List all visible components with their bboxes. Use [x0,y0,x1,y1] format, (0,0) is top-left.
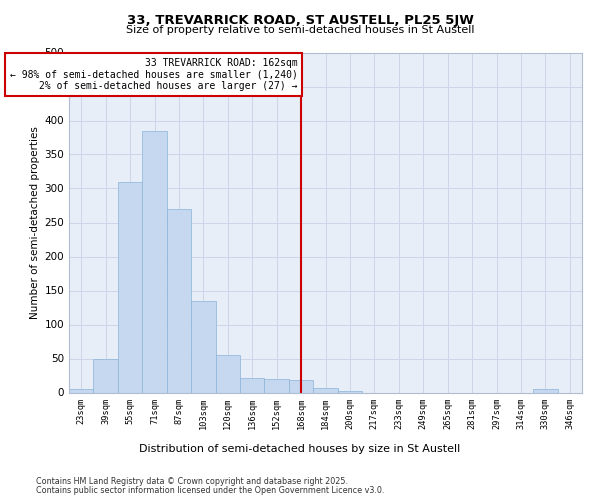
Bar [289,380,313,392]
Bar [215,355,240,393]
Bar [338,391,362,392]
Text: Contains public sector information licensed under the Open Government Licence v3: Contains public sector information licen… [36,486,385,495]
Bar [265,379,289,392]
Text: Contains HM Land Registry data © Crown copyright and database right 2025.: Contains HM Land Registry data © Crown c… [36,477,348,486]
Bar [142,130,167,392]
Y-axis label: Number of semi-detached properties: Number of semi-detached properties [30,126,40,319]
Bar [118,182,142,392]
Bar [191,300,215,392]
Bar [240,378,265,392]
Bar [533,389,557,392]
Bar [167,209,191,392]
Text: Size of property relative to semi-detached houses in St Austell: Size of property relative to semi-detach… [126,25,474,35]
Text: 33, TREVARRICK ROAD, ST AUSTELL, PL25 5JW: 33, TREVARRICK ROAD, ST AUSTELL, PL25 5J… [127,14,473,27]
Bar [94,358,118,392]
Text: Distribution of semi-detached houses by size in St Austell: Distribution of semi-detached houses by … [139,444,461,454]
Bar [313,388,338,392]
Bar [69,389,94,392]
Text: 33 TREVARRICK ROAD: 162sqm
← 98% of semi-detached houses are smaller (1,240)
2% : 33 TREVARRICK ROAD: 162sqm ← 98% of semi… [10,58,298,91]
